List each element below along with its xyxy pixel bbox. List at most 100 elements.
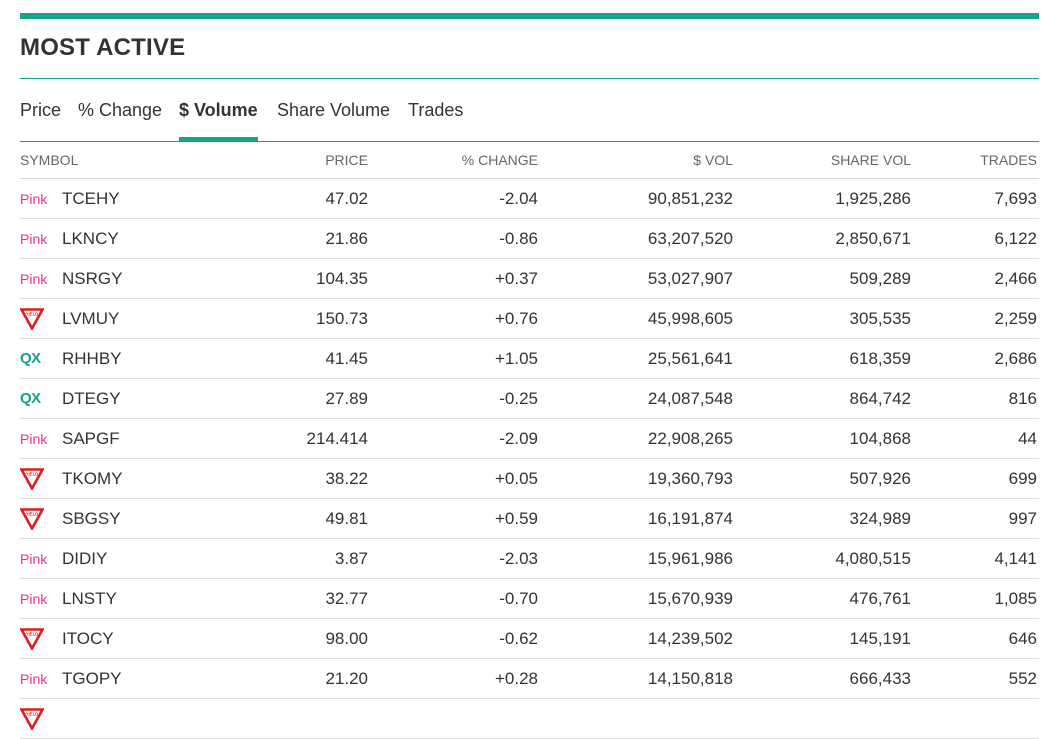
symbol-link[interactable]: LKNCY [62, 228, 119, 248]
column-header-price[interactable]: PRICE [170, 142, 370, 179]
share-volume-cell: 1,925,286 [735, 178, 913, 219]
pink-tier-badge: Pink [20, 270, 48, 287]
yield-sign-icon: YIELD [20, 707, 62, 730]
trades-cell: 2,686 [913, 338, 1039, 379]
table-row[interactable]: Pink SAPGF 214.414 -2.09 22,908,265 104,868 44 [20, 418, 1039, 459]
pink-tier-badge: Pink [20, 430, 48, 447]
dollar-volume-cell: 14,150,818 [540, 658, 735, 699]
symbol-link[interactable]: LNSTY [62, 588, 117, 608]
column-header-trades[interactable]: TRADES [913, 142, 1039, 179]
share-volume-cell: 476,761 [735, 578, 913, 619]
tab-percent-change[interactable]: % Change [78, 100, 163, 120]
tab-price[interactable]: Price [20, 100, 62, 120]
dollar-volume-cell: 15,670,939 [540, 578, 735, 619]
symbol-link[interactable]: ITOCY [62, 628, 114, 648]
yield-sign-icon: YIELD [20, 507, 62, 530]
symbol-cell: Pink TCEHY [20, 178, 170, 219]
symbol-link[interactable]: TKOMY [62, 468, 123, 488]
column-header-symbol[interactable]: SYMBOL [20, 142, 170, 179]
table-row[interactable]: QX RHHBY 41.45 +1.05 25,561,641 618,359 2,686 [20, 338, 1039, 379]
yield-sign-icon: YIELD [20, 467, 62, 490]
symbol-cell: YIELD SBGSY [20, 498, 170, 539]
symbol-link[interactable]: TGOPY [62, 668, 122, 688]
symbol-link[interactable]: NSRGY [62, 268, 123, 288]
percent-change-cell: +0.37 [370, 258, 540, 299]
table-row[interactable]: Pink NSRGY 104.35 +0.37 53,027,907 509,289 2,4… [20, 258, 1039, 299]
table-row[interactable]: Pink TGOPY 21.20 +0.28 14,150,818 666,433 552 [20, 658, 1039, 699]
symbol-link[interactable]: LVMUY [62, 308, 120, 328]
share-volume-cell: 666,433 [735, 658, 913, 699]
pink-tier-badge: Pink [20, 590, 48, 607]
symbol-link[interactable]: TCEHY [62, 188, 120, 208]
most-active-widget: MOST ACTIVE Price % Change $ Volume Shar… [20, 13, 1039, 739]
most-active-table: SYMBOL PRICE % CHANGE $ VOL SHARE VOL TR… [20, 142, 1039, 739]
table-row[interactable]: Pink DIDIY 3.87 -2.03 15,961,986 4,080,515 4,1… [20, 538, 1039, 579]
column-header-share-volume[interactable]: SHARE VOL [735, 142, 913, 179]
symbol-cell: QX RHHBY [20, 338, 170, 379]
trades-cell: 1,085 [913, 578, 1039, 619]
price-cell: 150.73 [170, 298, 370, 339]
percent-change-cell: -0.25 [370, 378, 540, 419]
percent-change-cell: -0.62 [370, 618, 540, 659]
yield-sign-icon: YIELD [20, 627, 62, 650]
dollar-volume-cell: 45,998,605 [540, 298, 735, 339]
percent-change-cell: +0.05 [370, 458, 540, 499]
dollar-volume-cell: 25,561,641 [540, 338, 735, 379]
table-row[interactable]: QX DTEGY 27.89 -0.25 24,087,548 864,742 816 [20, 378, 1039, 419]
qx-tier-badge: QX [20, 390, 41, 407]
svg-text:YIELD: YIELD [26, 311, 38, 316]
pink-tier-badge: Pink [20, 670, 48, 687]
dollar-volume-cell: 24,087,548 [540, 378, 735, 419]
qx-tier-badge: QX [20, 350, 41, 367]
share-volume-cell: 145,191 [735, 618, 913, 659]
column-header-dollar-volume[interactable]: $ VOL [540, 142, 735, 179]
svg-text:YIELD: YIELD [26, 631, 38, 636]
share-volume-cell: 2,850,671 [735, 218, 913, 259]
table-row[interactable]: YIELD LVMUY 150.73 +0.76 45,998,605 305,535 2,… [20, 298, 1039, 339]
trades-cell: 7,693 [913, 178, 1039, 219]
trades-cell [913, 698, 1039, 739]
dollar-volume-cell: 15,961,986 [540, 538, 735, 579]
percent-change-cell: -2.04 [370, 178, 540, 219]
trades-cell: 6,122 [913, 218, 1039, 259]
table-row[interactable]: YIELD [20, 698, 1039, 739]
share-volume-cell: 618,359 [735, 338, 913, 379]
symbol-link[interactable]: RHHBY [62, 348, 122, 368]
symbol-cell: YIELD LVMUY [20, 298, 170, 339]
share-volume-cell: 4,080,515 [735, 538, 913, 579]
symbol-link[interactable]: DTEGY [62, 388, 121, 408]
table-row[interactable]: YIELD ITOCY 98.00 -0.62 14,239,502 145,191 646 [20, 618, 1039, 659]
table-row[interactable]: Pink LNSTY 32.77 -0.70 15,670,939 476,761 1,08… [20, 578, 1039, 619]
price-cell: 214.414 [170, 418, 370, 459]
table-row[interactable]: YIELD TKOMY 38.22 +0.05 19,360,793 507,926 699 [20, 458, 1039, 499]
column-header-percent-change[interactable]: % CHANGE [370, 142, 540, 179]
symbol-link[interactable]: SAPGF [62, 428, 120, 448]
percent-change-cell: -2.09 [370, 418, 540, 459]
table-row[interactable]: Pink TCEHY 47.02 -2.04 90,851,232 1,925,286 7,… [20, 178, 1039, 219]
symbol-cell: Pink LKNCY [20, 218, 170, 259]
trades-cell: 816 [913, 378, 1039, 419]
symbol-cell: YIELD TKOMY [20, 458, 170, 499]
tab-dollar-volume[interactable]: $ Volume [179, 79, 258, 141]
price-cell: 21.20 [170, 658, 370, 699]
pink-tier-badge: Pink [20, 550, 48, 567]
symbol-link[interactable]: SBGSY [62, 508, 121, 528]
table-row[interactable]: YIELD SBGSY 49.81 +0.59 16,191,874 324,989 997 [20, 498, 1039, 539]
trades-cell: 4,141 [913, 538, 1039, 579]
tab-share-volume[interactable]: Share Volume [277, 100, 391, 120]
price-cell: 47.02 [170, 178, 370, 219]
share-volume-cell: 864,742 [735, 378, 913, 419]
price-cell: 104.35 [170, 258, 370, 299]
symbol-cell: YIELD ITOCY [20, 618, 170, 659]
dollar-volume-cell: 16,191,874 [540, 498, 735, 539]
dollar-volume-cell: 14,239,502 [540, 618, 735, 659]
pink-tier-badge: Pink [20, 230, 48, 247]
percent-change-cell: -0.86 [370, 218, 540, 259]
table-row[interactable]: Pink LKNCY 21.86 -0.86 63,207,520 2,850,671 6,… [20, 218, 1039, 259]
tab-trades[interactable]: Trades [408, 100, 464, 120]
symbol-link[interactable]: DIDIY [62, 548, 108, 568]
price-cell: 38.22 [170, 458, 370, 499]
price-cell: 41.45 [170, 338, 370, 379]
percent-change-cell: +0.28 [370, 658, 540, 699]
dollar-volume-cell: 22,908,265 [540, 418, 735, 459]
